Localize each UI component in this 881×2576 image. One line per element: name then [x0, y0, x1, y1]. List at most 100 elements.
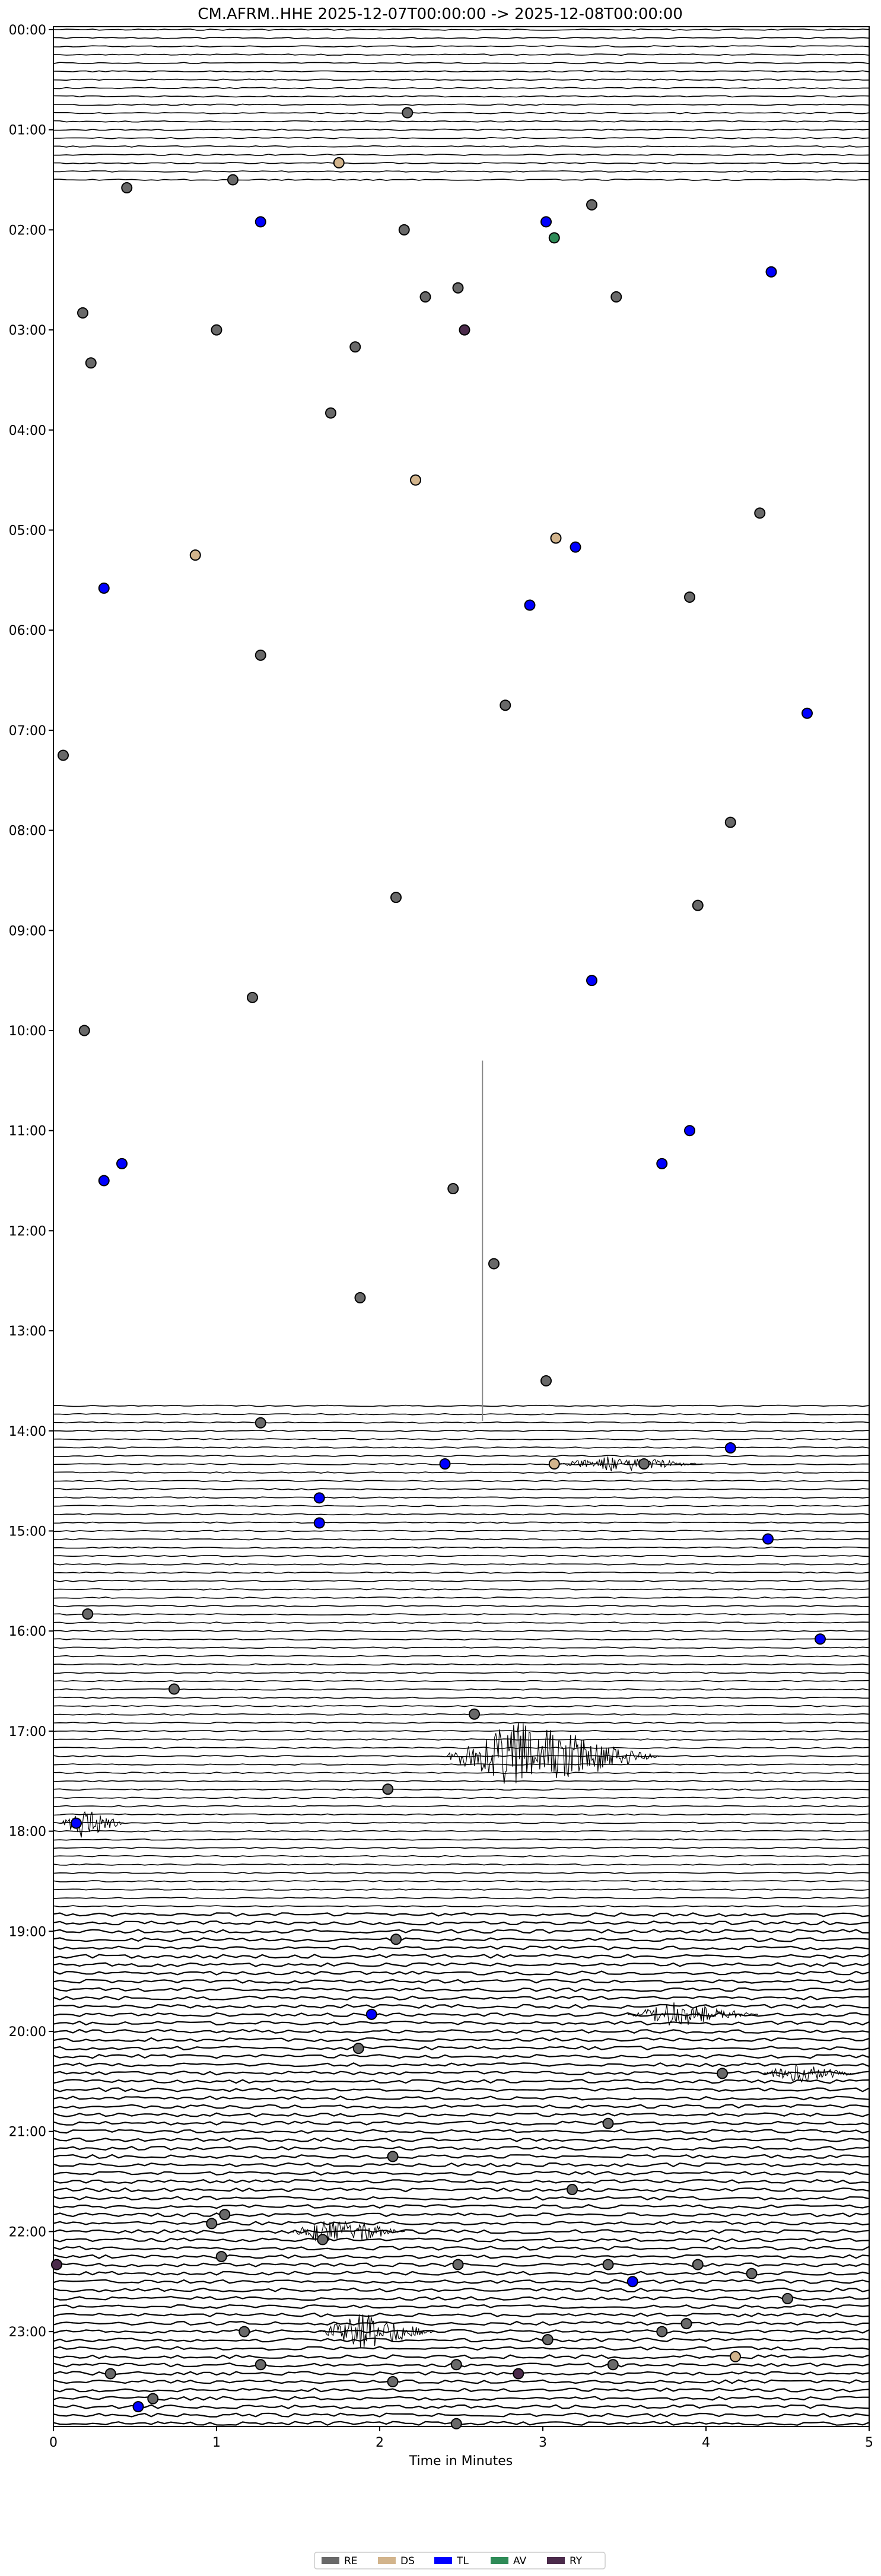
trace-line: [53, 1788, 870, 1791]
trace-line: [53, 2137, 870, 2142]
x-axis: 0 1 2 3 4 5: [49, 2426, 873, 2450]
trace-line: [53, 1513, 870, 1516]
trace-line: [53, 2095, 870, 2101]
trace-line: [53, 2045, 870, 2051]
legend-label-re: RE: [344, 2555, 358, 2567]
trace-line: [53, 1563, 870, 1566]
event-marker-re: [469, 1708, 480, 1720]
trace-line: [53, 128, 870, 131]
trace-line: [53, 161, 869, 164]
event-marker-re: [692, 2259, 704, 2270]
trace-line: [53, 1496, 870, 1499]
event-marker-re: [147, 2393, 159, 2405]
event-marker-re: [398, 224, 410, 236]
burst-waveform: [59, 1811, 125, 1838]
y-tick-label: 10:00: [9, 1024, 46, 1039]
event-marker-tl: [313, 1517, 325, 1529]
trace-line: [53, 1605, 870, 1607]
trace-line: [53, 1995, 870, 2001]
y-tick-label: 08:00: [9, 824, 46, 839]
trace-line: [53, 2112, 870, 2117]
event-marker-tl: [439, 1458, 451, 1470]
trace-line: [53, 170, 870, 173]
event-marker-re: [382, 1783, 394, 1795]
event-marker-tl: [765, 266, 777, 278]
event-marker-re: [255, 649, 266, 661]
x-tick-label: 5: [865, 2435, 873, 2450]
trace-line: [53, 1763, 870, 1766]
event-marker-re: [387, 2375, 399, 2387]
trace-line: [53, 1813, 870, 1816]
trace-line: [53, 1671, 870, 1674]
trace-line: [53, 179, 870, 181]
trace-line: [53, 2320, 870, 2326]
event-marker-tl: [98, 582, 110, 594]
trace-line: [53, 2154, 870, 2159]
trace-line: [53, 1488, 870, 1491]
event-marker-re: [206, 2218, 218, 2230]
event-marker-tl: [684, 1125, 695, 1137]
trace-line: [53, 153, 870, 156]
trace-line: [53, 1805, 870, 1808]
event-marker-re: [317, 2234, 329, 2246]
event-marker-re: [219, 2209, 231, 2221]
event-marker-re: [602, 2117, 614, 2129]
burst-waveform: [441, 1722, 661, 1784]
legend-swatch-re: [322, 2557, 339, 2564]
trace-line: [53, 1571, 870, 1574]
y-tick-label: 23:00: [9, 2325, 46, 2340]
y-tick-label: 03:00: [9, 323, 46, 338]
event-marker-re: [402, 107, 414, 119]
event-marker-re: [447, 1183, 459, 1195]
trace-line: [53, 1772, 869, 1774]
trace-line: [53, 1912, 870, 1917]
trace-line: [53, 2071, 870, 2076]
trace-line: [53, 1646, 870, 1649]
event-marker-tl: [524, 599, 536, 611]
event-marker-ry: [51, 2259, 62, 2270]
trace-line: [53, 2145, 870, 2151]
event-marker-re: [452, 282, 464, 294]
trace-line: [53, 2120, 870, 2126]
trace-line: [53, 1505, 870, 1508]
trace-line: [53, 1480, 870, 1483]
y-tick-label: 22:00: [9, 2225, 46, 2240]
event-marker-tl: [71, 1817, 82, 1829]
trace-line: [53, 1929, 870, 1934]
trace-line: [53, 62, 870, 65]
trace-line: [53, 1638, 870, 1641]
event-marker-re: [255, 2359, 266, 2371]
trace-line: [53, 1729, 870, 1732]
event-marker-re: [104, 2368, 116, 2380]
y-tick-label: 13:00: [9, 1324, 46, 1339]
event-marker-re: [754, 507, 766, 519]
event-marker-re: [684, 591, 695, 603]
event-marker-ds: [730, 2351, 741, 2362]
event-marker-re: [390, 1933, 402, 1945]
event-marker-tl: [116, 1157, 128, 1169]
event-marker-tl: [724, 1442, 736, 1454]
event-marker-re: [168, 1683, 180, 1695]
trace-line: [53, 2187, 870, 2193]
event-marker-tl: [132, 2401, 144, 2413]
event-marker-re: [567, 2184, 578, 2196]
event-marker-tl: [98, 1175, 110, 1187]
trace-line: [53, 112, 870, 115]
trace-line: [53, 1721, 870, 1724]
trace-line: [53, 1463, 870, 1465]
trace-line: [53, 2287, 870, 2292]
trace-line: [53, 1404, 870, 1407]
trace-line: [53, 1970, 870, 1976]
trace-line: [53, 1871, 870, 1874]
event-marker-re: [610, 291, 622, 303]
trace-line: [53, 2003, 870, 2009]
event-marker-tl: [570, 541, 581, 553]
trace-line: [53, 1655, 870, 1658]
event-marker-tl: [656, 1157, 668, 1169]
trace-line: [53, 2162, 869, 2168]
x-tick-label: 2: [376, 2435, 384, 2450]
trace-line: [53, 1696, 869, 1699]
y-tick-label: 06:00: [9, 624, 46, 638]
trace-line: [53, 2079, 870, 2084]
y-tick-label: 17:00: [9, 1725, 46, 1739]
